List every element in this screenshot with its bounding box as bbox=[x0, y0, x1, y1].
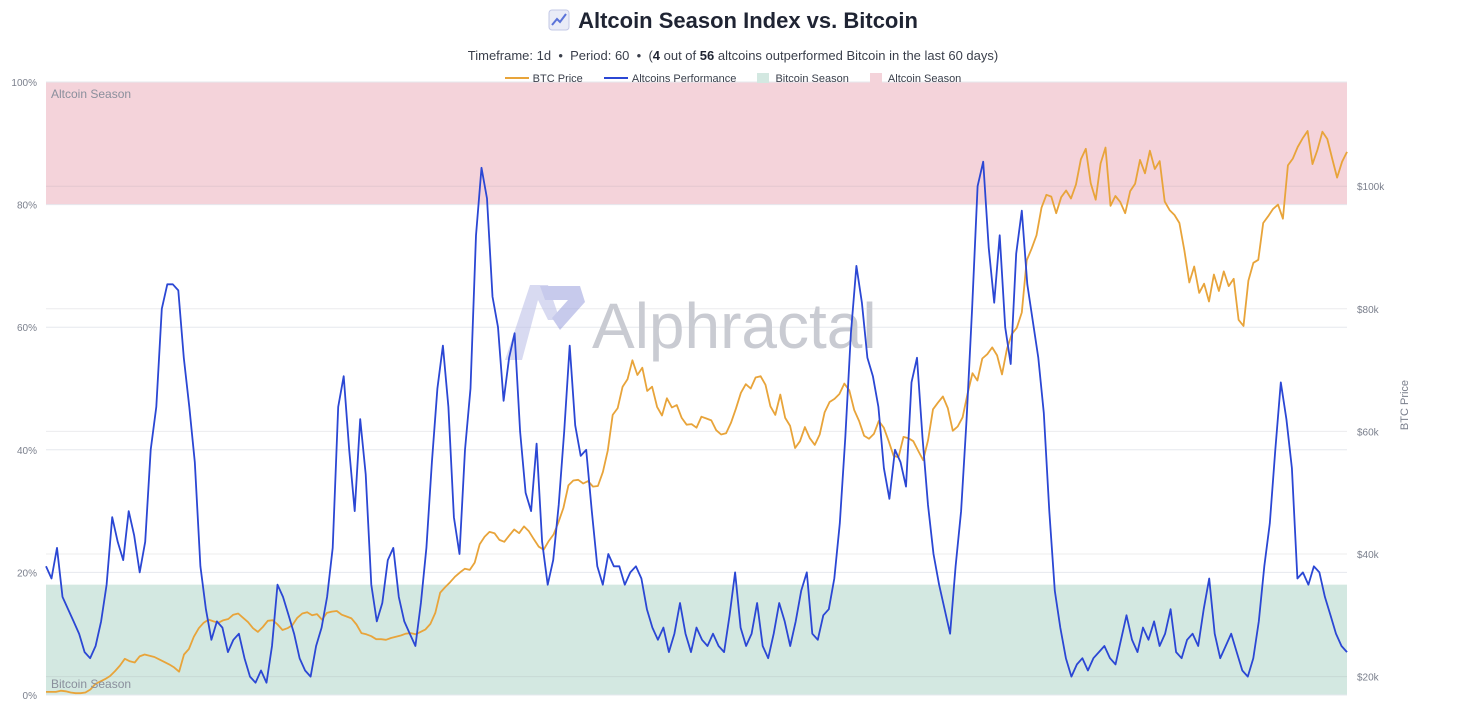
y-right-tick-label: $100k bbox=[1357, 182, 1385, 193]
chart-subtitle: Timeframe: 1d • Period: 60 • (4 out of 5… bbox=[0, 48, 1466, 63]
legend-label: Bitcoin Season bbox=[775, 73, 849, 85]
legend-label: Altcoin Season bbox=[887, 73, 962, 85]
y-right-tick-label: $20k bbox=[1357, 673, 1380, 684]
legend-swatch-btc bbox=[504, 77, 529, 79]
chart-title: Altcoin Season Index vs. Bitcoin bbox=[0, 8, 1466, 34]
band-label-altcoin-season: Altcoin Season bbox=[51, 87, 131, 101]
y-left-tick-label: 100% bbox=[11, 78, 37, 89]
legend-item-altcoin-season[interactable]: Altcoin Season bbox=[869, 73, 962, 85]
right-axis-label: BTC Price bbox=[1399, 380, 1411, 430]
legend-item-bitcoin-season[interactable]: Bitcoin Season bbox=[757, 73, 849, 85]
subtitle-open-paren: ( bbox=[648, 48, 653, 63]
subtitle-out-of: out of bbox=[660, 48, 700, 63]
legend-swatch-bitcoin-season bbox=[757, 73, 770, 83]
series-line-btc-price bbox=[46, 130, 1348, 695]
subtitle-tail: altcoins outperformed Bitcoin in the las… bbox=[714, 48, 999, 63]
y-left-tick-label: 40% bbox=[17, 446, 37, 457]
legend-item-altcoins-performance[interactable]: Altcoins Performance bbox=[603, 73, 737, 85]
y-left-tick-label: 60% bbox=[17, 323, 37, 334]
watermark-logo bbox=[505, 285, 585, 360]
watermark-text: Alphractal bbox=[592, 290, 877, 362]
y-left-tick-label: 80% bbox=[17, 201, 37, 212]
y-left-tick-label: 0% bbox=[23, 691, 38, 702]
chart-legend: BTC Price Altcoins Performance Bitcoin S… bbox=[0, 73, 1466, 85]
subtitle-total-count: 56 bbox=[699, 48, 715, 63]
legend-swatch-altcoins bbox=[603, 77, 628, 79]
legend-label: BTC Price bbox=[532, 73, 583, 85]
legend-item-btc-price[interactable]: BTC Price bbox=[504, 73, 583, 85]
series-line-altcoins-performance bbox=[45, 160, 1348, 684]
subtitle-timeframe: Timeframe: 1d bbox=[467, 48, 552, 63]
y-left-tick-label: 20% bbox=[17, 568, 37, 579]
y-right-tick-label: $40k bbox=[1357, 550, 1380, 561]
y-right-tick-label: $80k bbox=[1357, 305, 1380, 316]
legend-label: Altcoins Performance bbox=[631, 73, 737, 85]
subtitle-dot: • bbox=[633, 48, 645, 63]
subtitle-outperformed-count: 4 bbox=[652, 48, 661, 63]
subtitle-dot: • bbox=[554, 48, 567, 63]
chart-title-text: Altcoin Season Index vs. Bitcoin bbox=[578, 8, 918, 33]
band-altcoin-season bbox=[46, 82, 1347, 205]
legend-swatch-altcoin-season bbox=[869, 73, 882, 83]
subtitle-period: Period: 60 bbox=[570, 48, 630, 63]
chart-line-icon bbox=[548, 9, 570, 31]
band-label-bitcoin-season: Bitcoin Season bbox=[51, 677, 131, 691]
y-right-tick-label: $60k bbox=[1357, 427, 1380, 438]
